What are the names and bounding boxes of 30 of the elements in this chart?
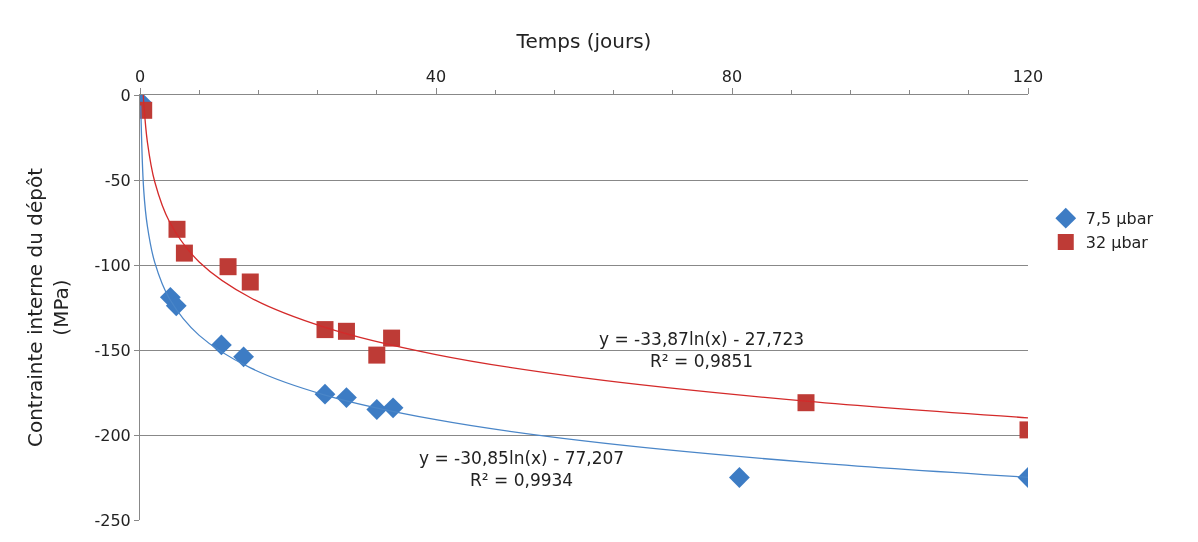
x-tick-label: 0 [134,66,146,86]
point [175,244,193,262]
y-tick-label: -250 [94,510,131,530]
point [382,397,404,419]
annotation: y = -33,87ln(x) - 27,723 R² = 0,9851 [599,329,805,372]
annotation: y = -30,85ln(x) - 77,207 R² = 0,9934 [419,448,625,491]
point [337,322,355,340]
point [729,467,750,488]
y-tick-label: 0 [120,85,131,105]
point [219,258,237,276]
x-axis-title: Temps (jours) [515,29,652,54]
point [336,387,357,408]
y-tick-label: -150 [94,340,131,360]
point [368,346,386,364]
y-tick-label: -100 [94,255,131,275]
x-tick-label: 120 [1012,66,1044,86]
point [797,394,815,412]
legend-label: 32 µbar [1085,233,1149,253]
x-tick-label: 80 [721,66,743,86]
point [233,346,254,368]
y-axis-title: Contrainte interne du dépôt (MPa) [22,167,73,448]
legend-label: 7,5 µbar [1085,209,1154,229]
point [168,220,186,238]
point [314,383,336,405]
y-tick-label: -200 [94,425,131,445]
point [316,321,334,339]
y-tick-label: -50 [104,170,131,190]
point [383,329,401,347]
point [241,273,259,291]
x-tick-label: 40 [425,66,447,86]
